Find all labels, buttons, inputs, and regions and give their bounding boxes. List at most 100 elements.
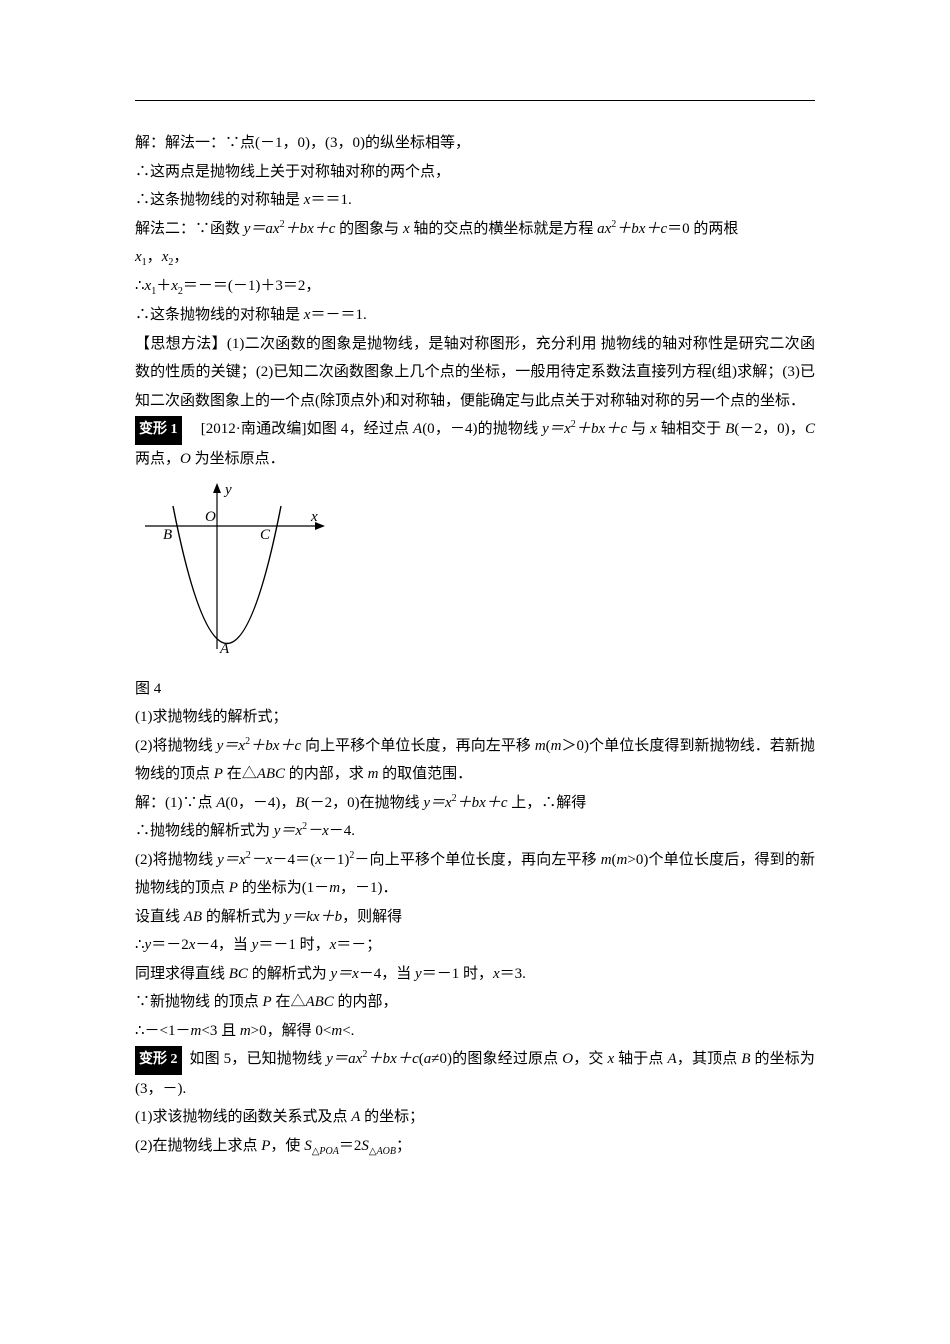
sol-6: 同理求得直线 BC 的解析式为 y＝x－4，当 y＝－1 时，x＝3. <box>135 960 815 989</box>
svg-text:C: C <box>260 527 271 543</box>
expr: y＝ax <box>326 1051 362 1067</box>
pt-B: B <box>295 795 304 811</box>
text: ∴抛物线的解析式为 <box>135 823 274 839</box>
text: ＝－1 时， <box>422 966 493 982</box>
var-m: m <box>601 852 612 868</box>
var2-q2: (2)在抛物线上求点 P，使 S△POA＝2S△AOB； <box>135 1132 815 1161</box>
text: 向上平移个单位长度，再向左平移 <box>301 738 535 754</box>
sol-7: ∵新抛物线 的顶点 P 在△ABC 的内部， <box>135 988 815 1017</box>
text: 轴于点 <box>614 1051 667 1067</box>
text: (0，－4)的抛物线 <box>422 421 542 437</box>
text: <. <box>342 1023 354 1039</box>
text: 的解析式为 <box>202 909 285 925</box>
text: ＝0 的两根 <box>667 221 738 237</box>
line-BC: BC <box>229 966 248 982</box>
text: ，使 <box>270 1138 304 1154</box>
text: (1)求该抛物线的函数关系式及点 <box>135 1109 351 1125</box>
text: 为坐标原点． <box>191 451 285 467</box>
expr: y＝x <box>423 795 451 811</box>
expr: －x <box>307 823 329 839</box>
svg-text:A: A <box>219 641 230 656</box>
var-y: y <box>415 966 422 982</box>
var-m: m <box>535 738 546 754</box>
text: －1) <box>322 852 350 868</box>
text: ＝2 <box>339 1138 362 1154</box>
text: ＋ <box>156 278 171 294</box>
sub-tri: △AOB <box>369 1146 396 1157</box>
expr: y＝x <box>217 738 245 754</box>
text: －4，当 <box>359 966 415 982</box>
parabola-graph: y x O B C A <box>135 481 335 656</box>
text: 上，∴解得 <box>508 795 587 811</box>
pt-O: O <box>562 1051 573 1067</box>
text: ＝3. <box>500 966 526 982</box>
variant-2: 变形 2 如图 5，已知抛物线 y＝ax2＋bx＋c(a≠0)的图象经过原点 O… <box>135 1045 815 1103</box>
text: 两点， <box>135 451 180 467</box>
pt-C: C <box>805 421 815 437</box>
text: 的坐标为(1－ <box>238 880 329 896</box>
expr: y＝x <box>274 823 302 839</box>
area-S: S <box>304 1138 312 1154</box>
text: >0，解得 0< <box>251 1023 332 1039</box>
var-m: m <box>331 1023 342 1039</box>
text: －4＝( <box>272 852 315 868</box>
text: (－2，0)在抛物线 <box>305 795 424 811</box>
sol-8: ∴－<1－m<3 且 m>0，解得 0<m<. <box>135 1017 815 1046</box>
var: x <box>135 249 142 265</box>
sol-5: ∴y＝－2x－4，当 y＝－1 时，x＝－； <box>135 931 815 960</box>
text: ， <box>147 249 162 265</box>
text: 在△ <box>223 766 257 782</box>
sol-3: (2)将抛物线 y＝x2－x－4＝(x－1)2－向上平移个单位长度，再向左平移 … <box>135 846 815 903</box>
text: ∴ <box>135 937 145 953</box>
expr: y＝x <box>217 852 246 868</box>
text: 的坐标； <box>360 1109 424 1125</box>
sub-tri: △POA <box>312 1146 339 1157</box>
text: ＝－2 <box>151 937 189 953</box>
text: －4. <box>329 823 355 839</box>
text: ，交 <box>573 1051 607 1067</box>
text: 同理求得直线 <box>135 966 229 982</box>
text: ， <box>173 249 188 265</box>
text: 的图象与 <box>335 221 403 237</box>
text: 设直线 <box>135 909 184 925</box>
text: ∴ <box>135 278 145 294</box>
para-7: ∴这条抛物线的对称轴是 x＝－＝1. <box>135 301 815 330</box>
var-x: x <box>493 966 500 982</box>
var-x: x <box>403 221 410 237</box>
top-rule <box>135 100 815 101</box>
expr: ＋bx＋c <box>285 221 336 237</box>
pt-B: B <box>741 1051 750 1067</box>
method-para: 【思想方法】(1)二次函数的图象是抛物线，是轴对称图形，充分利用 抛物线的轴对称… <box>135 330 815 416</box>
text: ∴这条抛物线的对称轴是 <box>135 192 304 208</box>
pt-B: B <box>725 421 734 437</box>
sol-2: ∴抛物线的解析式为 y＝x2－x－4. <box>135 817 815 846</box>
para-3: ∴这条抛物线的对称轴是 x＝＝1. <box>135 186 815 215</box>
para-6: ∴x1＋x2＝－＝(－1)＋3＝2， <box>135 272 815 301</box>
para-1: 解：解法一：∵点(－1，0)，(3，0)的纵坐标相等， <box>135 129 815 158</box>
text: ＝－； <box>336 937 381 953</box>
text: ∴－<1－ <box>135 1023 191 1039</box>
var-m: m <box>551 738 562 754</box>
expr: y＝kx＋b <box>285 909 342 925</box>
tri: ABC <box>257 766 285 782</box>
pt-P: P <box>214 766 223 782</box>
text: 的解析式为 <box>248 966 331 982</box>
var2-q1: (1)求该抛物线的函数关系式及点 A 的坐标； <box>135 1103 815 1132</box>
var-x: x <box>650 421 657 437</box>
text: (0，－4)， <box>225 795 295 811</box>
expr: ＋bx＋c <box>616 221 667 237</box>
area-S: S <box>361 1138 369 1154</box>
text: ≠0)的图象经过原点 <box>431 1051 562 1067</box>
svg-text:O: O <box>205 509 216 525</box>
pt-P: P <box>229 880 238 896</box>
text: <3 且 <box>201 1023 239 1039</box>
text: (2)在抛物线上求点 <box>135 1138 261 1154</box>
var-m: m <box>368 766 379 782</box>
text: ，其顶点 <box>677 1051 742 1067</box>
text: ∵新抛物线 的顶点 <box>135 994 263 1010</box>
text: 解法二：∵函数 <box>135 221 244 237</box>
text: 的内部，求 <box>285 766 368 782</box>
pt-O: O <box>180 451 191 467</box>
expr: y＝x <box>542 421 571 437</box>
var-m: m <box>329 880 340 896</box>
